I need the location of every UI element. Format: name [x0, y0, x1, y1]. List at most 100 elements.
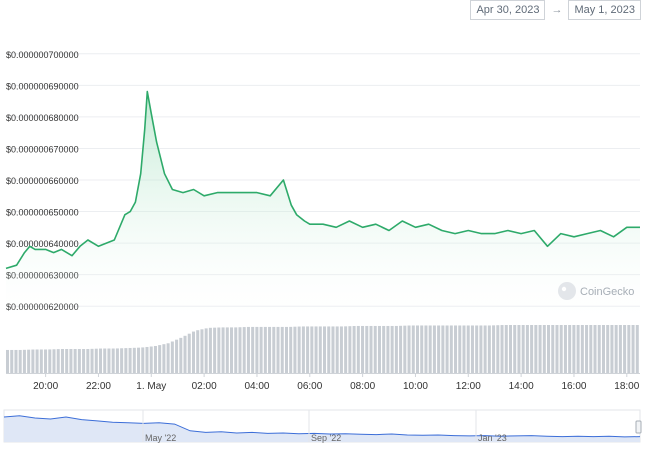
volume-bar: [610, 325, 614, 373]
volume-bar: [462, 325, 466, 373]
volume-bar: [623, 325, 627, 373]
volume-bar: [6, 349, 10, 373]
volume-bar: [559, 325, 563, 373]
y-tick-label: $0.000000660000: [6, 176, 79, 186]
y-tick-label: $0.000000640000: [6, 239, 79, 249]
volume-bar: [500, 325, 504, 373]
gecko-logo-icon: [558, 282, 576, 300]
volume-bar: [141, 347, 145, 373]
y-tick-label: $0.000000670000: [6, 144, 79, 154]
volume-bar: [132, 347, 136, 373]
volume-bar: [18, 349, 22, 373]
volume-bar: [158, 345, 162, 373]
volume-bar: [179, 337, 183, 373]
volume-bar: [204, 328, 208, 373]
watermark-text: CoinGecko: [580, 286, 634, 298]
volume-bar: [175, 339, 179, 373]
price-series-line[interactable]: [5, 90, 640, 270]
volume-bar: [31, 349, 35, 373]
volume-bar: [428, 325, 432, 373]
volume-bar: [200, 329, 204, 373]
volume-bar: [323, 326, 327, 373]
x-tick-label: 10:00: [403, 381, 428, 392]
x-axis: 20:00 22:00 1. May 02:00 04:00 06:00 08:00 10:0…: [6, 373, 640, 392]
volume-bar: [335, 326, 339, 373]
volume-bar: [90, 348, 94, 373]
volume-bar: [466, 325, 470, 373]
volume-bar: [606, 325, 610, 373]
volume-bar: [251, 326, 255, 373]
navigator-area: [4, 415, 640, 442]
volume-bar: [221, 327, 225, 373]
volume-bar: [77, 349, 81, 373]
volume-bar: [369, 325, 373, 373]
volume-bar: [213, 327, 217, 373]
volume-bar: [538, 325, 542, 373]
volume-bar: [551, 325, 555, 373]
navigator-handle[interactable]: [635, 420, 642, 434]
volume-bar: [238, 327, 242, 373]
volume-bar: [534, 325, 538, 373]
volume-bar: [411, 325, 415, 373]
volume-bar: [597, 325, 601, 373]
volume-bar: [208, 327, 212, 373]
volume-bar: [492, 325, 496, 373]
volume-bar: [555, 325, 559, 373]
navigator-tick-label: May '22: [145, 433, 176, 443]
volume-bar: [420, 325, 424, 373]
volume-bar: [572, 325, 576, 373]
volume-bar: [407, 325, 411, 373]
volume-bar: [496, 325, 500, 373]
end-date-input[interactable]: May 1, 2023: [568, 0, 641, 20]
volume-bar: [373, 325, 377, 373]
volume-bar: [530, 325, 534, 373]
volume-bar: [98, 348, 103, 373]
price-area: [5, 90, 640, 322]
start-date-input[interactable]: Apr 30, 2023: [470, 0, 546, 20]
volume-bar: [454, 325, 458, 373]
volume-bar: [166, 343, 170, 373]
volume-bar: [563, 325, 567, 373]
volume-bar: [187, 333, 191, 373]
y-tick-label: $0.000000700000: [6, 50, 79, 60]
volume-bar: [458, 325, 462, 373]
volume-bar: [470, 325, 474, 373]
volume-bar: [149, 346, 153, 373]
x-tick-label: 04:00: [244, 381, 269, 392]
volume-bar: [479, 325, 483, 373]
volume-bar: [517, 325, 521, 373]
volume-bar: [289, 326, 293, 373]
volume-bar: [162, 344, 166, 373]
volume-bar: [614, 325, 618, 373]
volume-bar: [153, 346, 157, 373]
volume-bar: [568, 325, 572, 373]
volume-bar: [111, 348, 115, 373]
volume-bar: [631, 325, 635, 373]
volume-bar: [589, 325, 593, 373]
volume-bar: [601, 325, 605, 373]
volume-bar: [377, 325, 381, 373]
volume-bar: [361, 325, 365, 373]
volume-bar: [48, 349, 52, 373]
volume-bar: [124, 348, 128, 373]
x-tick-label: 06:00: [297, 381, 322, 392]
x-tick-label: 02:00: [192, 381, 217, 392]
volume-bar: [39, 349, 43, 373]
x-tick-label: 18:00: [614, 381, 639, 392]
volume-bar: [225, 327, 229, 373]
navigator[interactable]: May '22 Sep '22 Jan '23: [3, 409, 642, 443]
volume-bar: [445, 325, 449, 373]
volume-bar: [483, 325, 487, 373]
volume-bar: [352, 326, 356, 373]
volume-bar: [145, 346, 149, 373]
volume-bar: [297, 326, 301, 373]
volume-bar: [52, 349, 56, 373]
volume-bar: [306, 326, 310, 373]
volume-bar: [191, 331, 195, 373]
x-tick-label: 12:00: [456, 381, 481, 392]
volume-bar: [339, 326, 343, 373]
volume-bar: [22, 349, 26, 373]
volume-bar: [272, 326, 276, 373]
volume-bar: [86, 349, 90, 373]
